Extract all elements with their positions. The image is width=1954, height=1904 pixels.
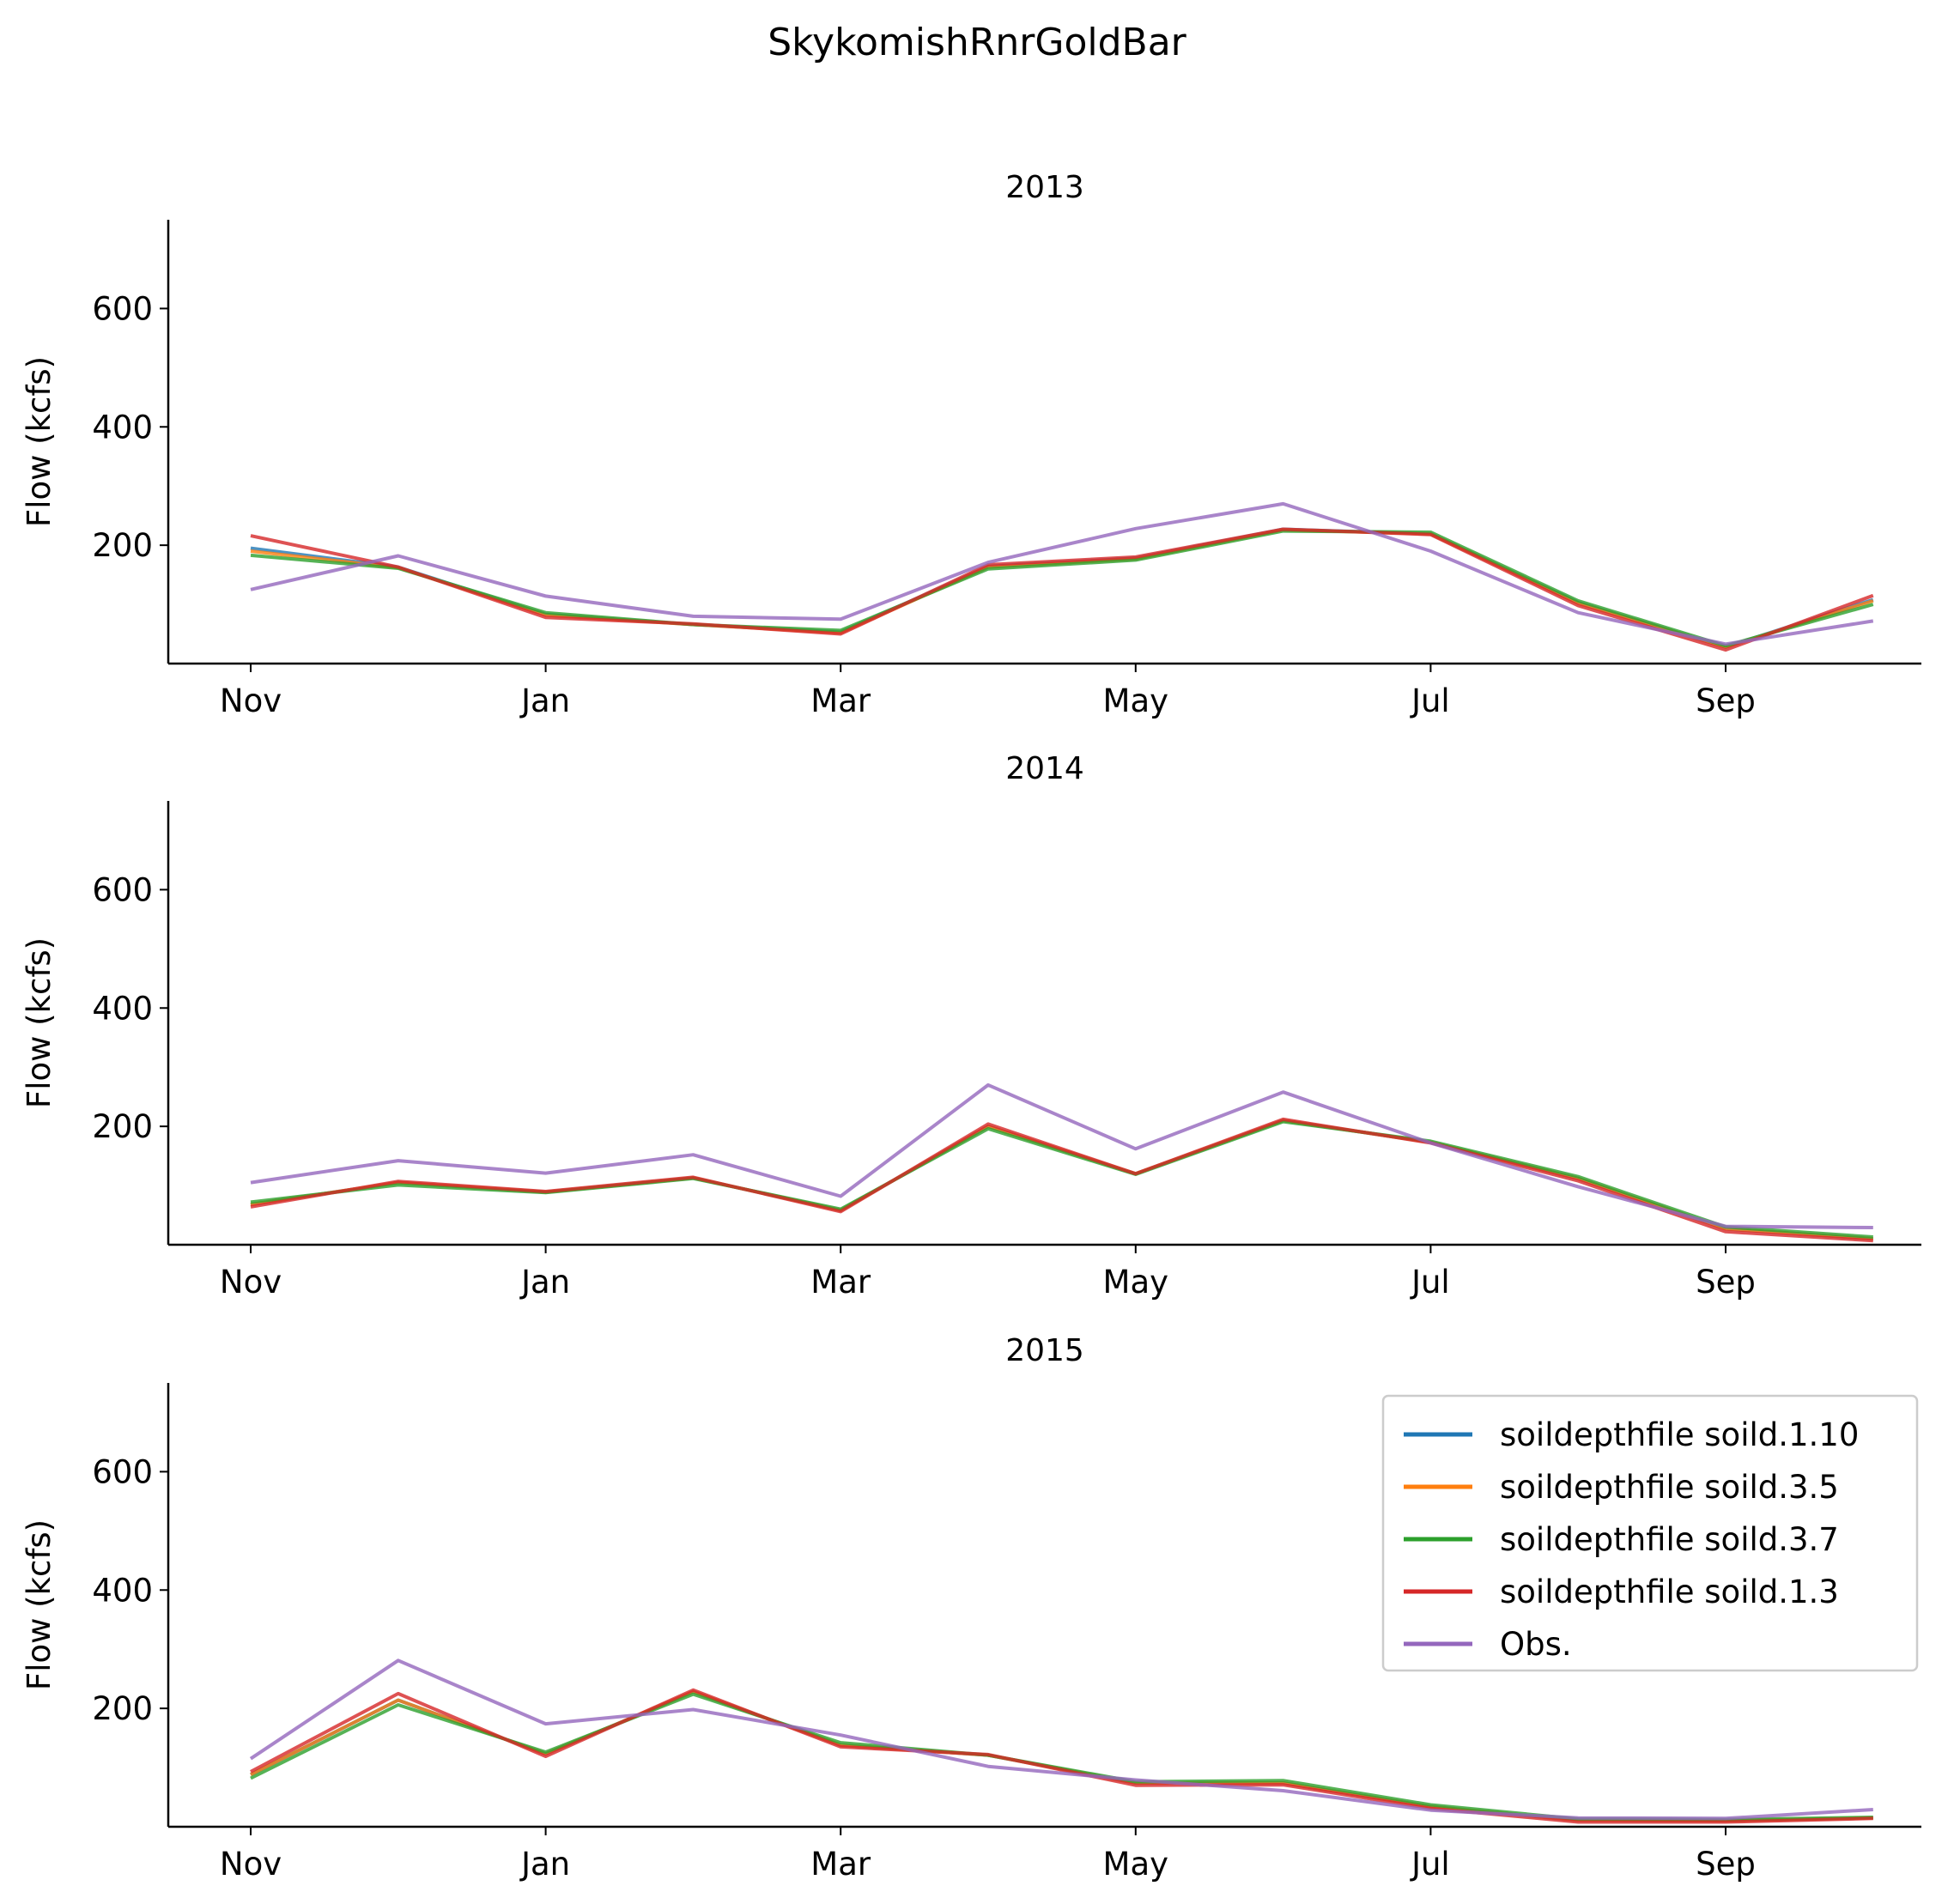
y-tick-label: 200 xyxy=(92,527,153,564)
x-tick-label: Jul xyxy=(1410,1846,1450,1883)
series-line-obs- xyxy=(250,501,1874,646)
x-tick-label: Jul xyxy=(1410,682,1450,719)
series-line-obs- xyxy=(249,1658,1873,1821)
panel-title: 2013 xyxy=(1005,170,1084,205)
x-tick-label: Mar xyxy=(810,1846,871,1883)
x-tick-label: Sep xyxy=(1696,682,1756,719)
panel-2014: 2014 200 400 600 Nov Jan Mar May Jul Sep Flow (kcf… xyxy=(21,751,1921,1301)
legend-frame xyxy=(1381,1394,1919,1672)
x-tick-label: Jan xyxy=(519,1846,570,1883)
legend-item: soildepthfile soild.3.5 xyxy=(1404,1469,1839,1506)
y-axis-label: Flow (kcfs) xyxy=(21,1519,58,1690)
series-line-soildepthfile-soild-1-3 xyxy=(250,527,1874,652)
panel-title: 2015 xyxy=(1005,1333,1084,1368)
legend-label: Obs. xyxy=(1500,1626,1572,1663)
series-line-soildepthfile-soild-3-5 xyxy=(250,528,1874,649)
x-tick-label: Nov xyxy=(220,1264,282,1301)
legend-label: soildepthfile soild.1.10 xyxy=(1500,1416,1859,1453)
y-tick-label: 600 xyxy=(92,1453,153,1490)
series-line-soildepthfile-soild-3-7 xyxy=(250,529,1874,648)
y-tick-label: 600 xyxy=(92,290,153,327)
x-tick-label: Jul xyxy=(1410,1264,1450,1301)
legend-item: soildepthfile soild.3.7 xyxy=(1404,1521,1839,1558)
x-tick-label: Sep xyxy=(1696,1264,1756,1301)
y-tick-label: 200 xyxy=(92,1690,153,1727)
x-tick-label: May xyxy=(1103,1264,1169,1301)
legend-item: soildepthfile soild.1.3 xyxy=(1404,1574,1839,1610)
panel-2013: 2013 200 400 600 Nov Jan Mar May Jul Sep Flow (kcf… xyxy=(21,170,1921,719)
y-tick-label: 600 xyxy=(92,871,153,908)
x-tick-label: May xyxy=(1103,682,1169,719)
series-line-soildepthfile-soild-3-5 xyxy=(250,1689,1873,1823)
series-line-soildepthfile-soild-1-3 xyxy=(250,1688,1873,1824)
x-tick-label: Jan xyxy=(519,1264,570,1301)
legend-label: soildepthfile soild.3.7 xyxy=(1500,1521,1839,1558)
panel-title: 2014 xyxy=(1005,751,1084,786)
y-tick-label: 400 xyxy=(92,1572,153,1609)
series-line-soildepthfile-soild-1-3 xyxy=(250,1117,1873,1243)
legend-item: soildepthfile soild.1.10 xyxy=(1404,1416,1859,1453)
y-tick-label: 400 xyxy=(92,409,153,446)
legend-label: soildepthfile soild.3.5 xyxy=(1500,1469,1839,1506)
series-line-soildepthfile-soild-3-7 xyxy=(250,1119,1873,1239)
y-tick-label: 200 xyxy=(92,1108,153,1145)
legend-label: soildepthfile soild.1.3 xyxy=(1500,1574,1839,1610)
legend-item: Obs. xyxy=(1404,1626,1572,1663)
y-tick-label: 400 xyxy=(92,990,153,1027)
series-line-soildepthfile-soild-1-10 xyxy=(250,1119,1873,1241)
series-line-soildepthfile-soild-1-10 xyxy=(250,1689,1873,1823)
series-line-soildepthfile-soild-3-7 xyxy=(250,1692,1873,1822)
x-tick-label: Mar xyxy=(810,1264,871,1301)
x-tick-label: Nov xyxy=(220,682,282,719)
x-tick-label: Sep xyxy=(1696,1846,1756,1883)
series-line-soildepthfile-soild-3-5 xyxy=(250,1119,1873,1241)
y-axis-label: Flow (kcfs) xyxy=(21,937,58,1108)
y-axis-label: Flow (kcfs) xyxy=(21,356,58,527)
series-line-obs- xyxy=(250,1082,1873,1229)
legend: soildepthfile soild.1.10 soildepthfile so… xyxy=(1381,1394,1919,1672)
x-tick-label: May xyxy=(1103,1846,1169,1883)
figure-title: SkykomishRnrGoldBar xyxy=(768,21,1186,64)
x-tick-label: Jan xyxy=(519,682,570,719)
panel-2015: 2015 200 400 600 Nov Jan Mar May Jul Sep Flow (kcf… xyxy=(21,1333,1921,1883)
x-tick-label: Nov xyxy=(220,1846,282,1883)
x-tick-label: Mar xyxy=(810,682,871,719)
